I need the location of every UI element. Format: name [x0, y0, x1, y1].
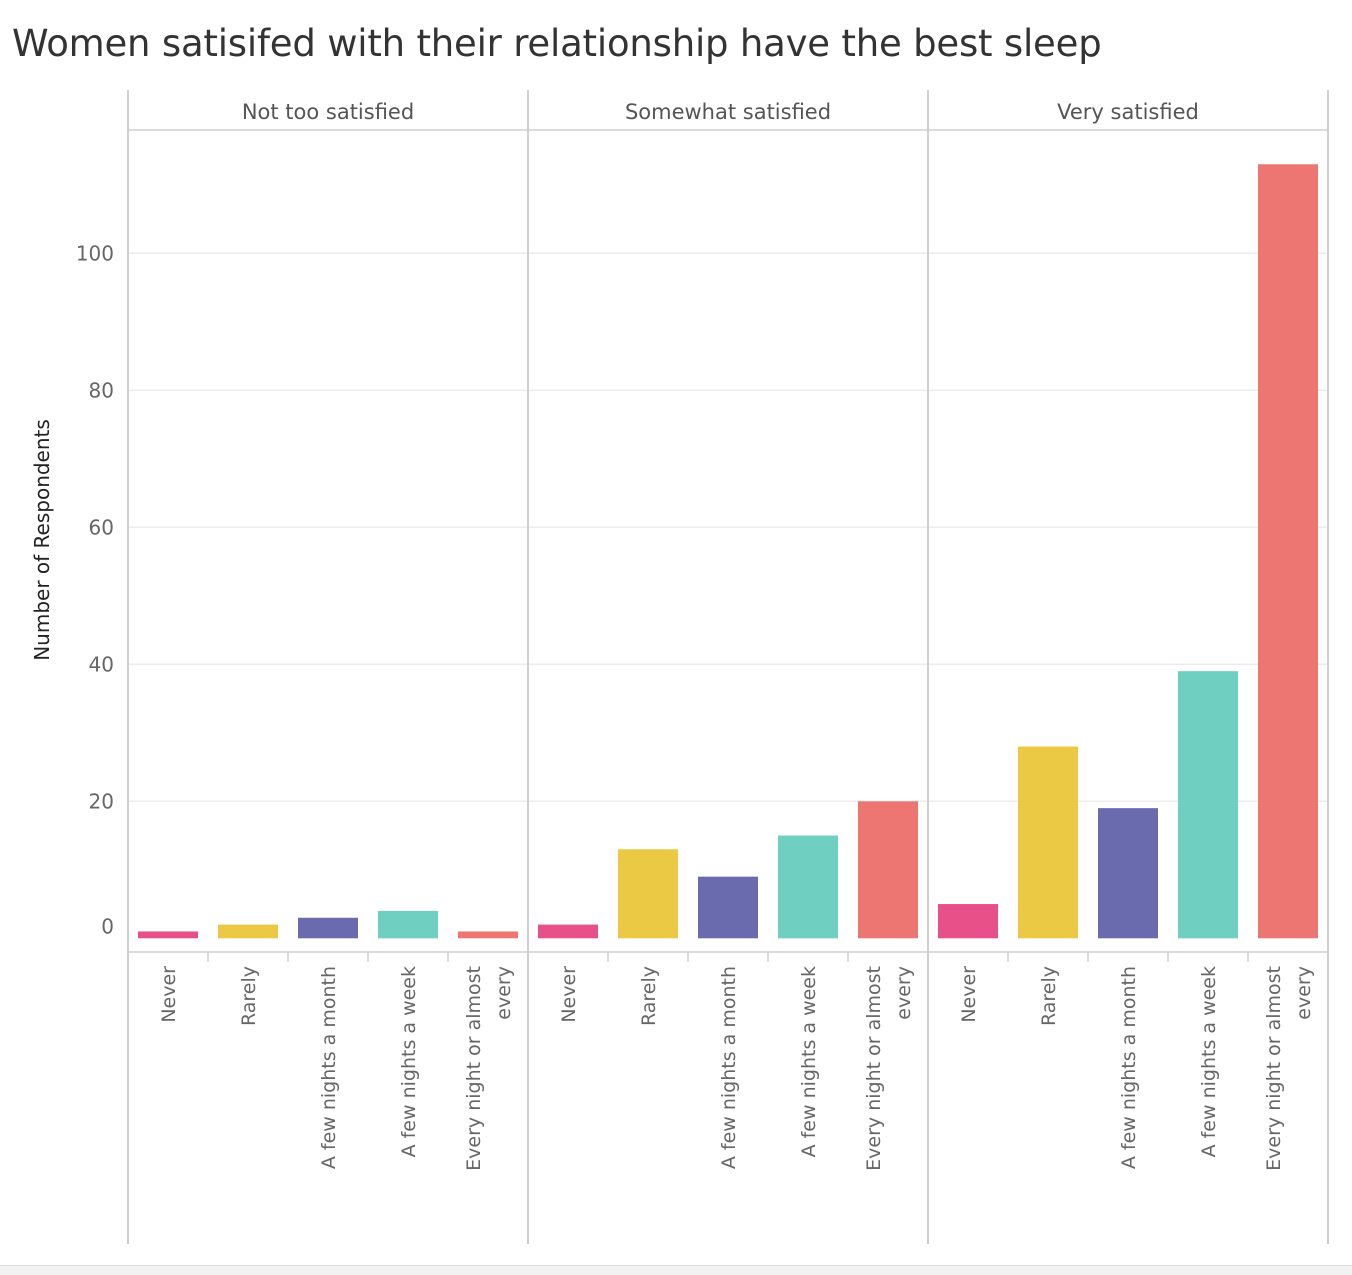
- bar: [218, 924, 278, 939]
- labels: 0 20 40 60 80 100 Not too satisfied Never Rarely…: [76, 100, 1315, 1171]
- x-tick-label: A few nights a month: [318, 966, 340, 1169]
- bar: [458, 931, 518, 939]
- bottom-scrollbar: [0, 1265, 1352, 1275]
- bar: [378, 910, 438, 939]
- bar: [698, 876, 758, 939]
- y-tick-label: 100: [76, 241, 114, 265]
- bar: [1258, 164, 1318, 939]
- y-tick-label: 40: [89, 652, 114, 676]
- x-tick-label: A few nights a week: [398, 966, 420, 1157]
- x-tick-label: Rarely: [638, 966, 660, 1026]
- x-tick-label: every: [893, 966, 915, 1020]
- y-tick-label: 80: [89, 378, 114, 402]
- x-tick-label: Every night or almost: [1263, 966, 1285, 1171]
- x-tick-label: every: [493, 966, 515, 1020]
- x-tick-label: Every night or almost: [863, 966, 885, 1171]
- y-tick-label: 60: [89, 515, 114, 539]
- bar: [778, 835, 838, 939]
- bar: [1098, 808, 1158, 939]
- x-tick-label: Rarely: [238, 966, 260, 1026]
- panel-header: Somewhat satisfied: [625, 100, 831, 124]
- bar: [1018, 746, 1078, 939]
- chart-title: Women satisifed with their relationship …: [12, 22, 1102, 65]
- x-tick-label: Every night or almost: [463, 966, 485, 1171]
- x-tick-label: A few nights a month: [1118, 966, 1140, 1169]
- y-axis-label: Number of Respondents: [30, 419, 54, 661]
- x-tick-label: A few nights a week: [1198, 966, 1220, 1157]
- gridlines: [128, 252, 1328, 803]
- x-tick-label: A few nights a month: [718, 966, 740, 1169]
- bar: [858, 801, 918, 939]
- y-tick-label: 0: [101, 914, 114, 938]
- bar: [1178, 671, 1238, 939]
- x-tick-label: Never: [958, 966, 980, 1023]
- bar: [138, 931, 198, 939]
- bar: [298, 917, 358, 939]
- bar: [538, 924, 598, 939]
- x-tick-label: every: [1293, 966, 1315, 1020]
- bar: [938, 904, 998, 939]
- x-tick-label: A few nights a week: [798, 966, 820, 1157]
- panel-header: Very satisfied: [1057, 100, 1199, 124]
- panel-header: Not too satisfied: [242, 100, 414, 124]
- x-tick-label: Rarely: [1038, 966, 1060, 1026]
- panel-frames: [127, 90, 1329, 1244]
- x-tick-label: Never: [158, 966, 180, 1023]
- x-tick-label: Never: [558, 966, 580, 1023]
- y-tick-label: 20: [89, 789, 114, 813]
- bar: [618, 849, 678, 939]
- bars: [138, 164, 1318, 939]
